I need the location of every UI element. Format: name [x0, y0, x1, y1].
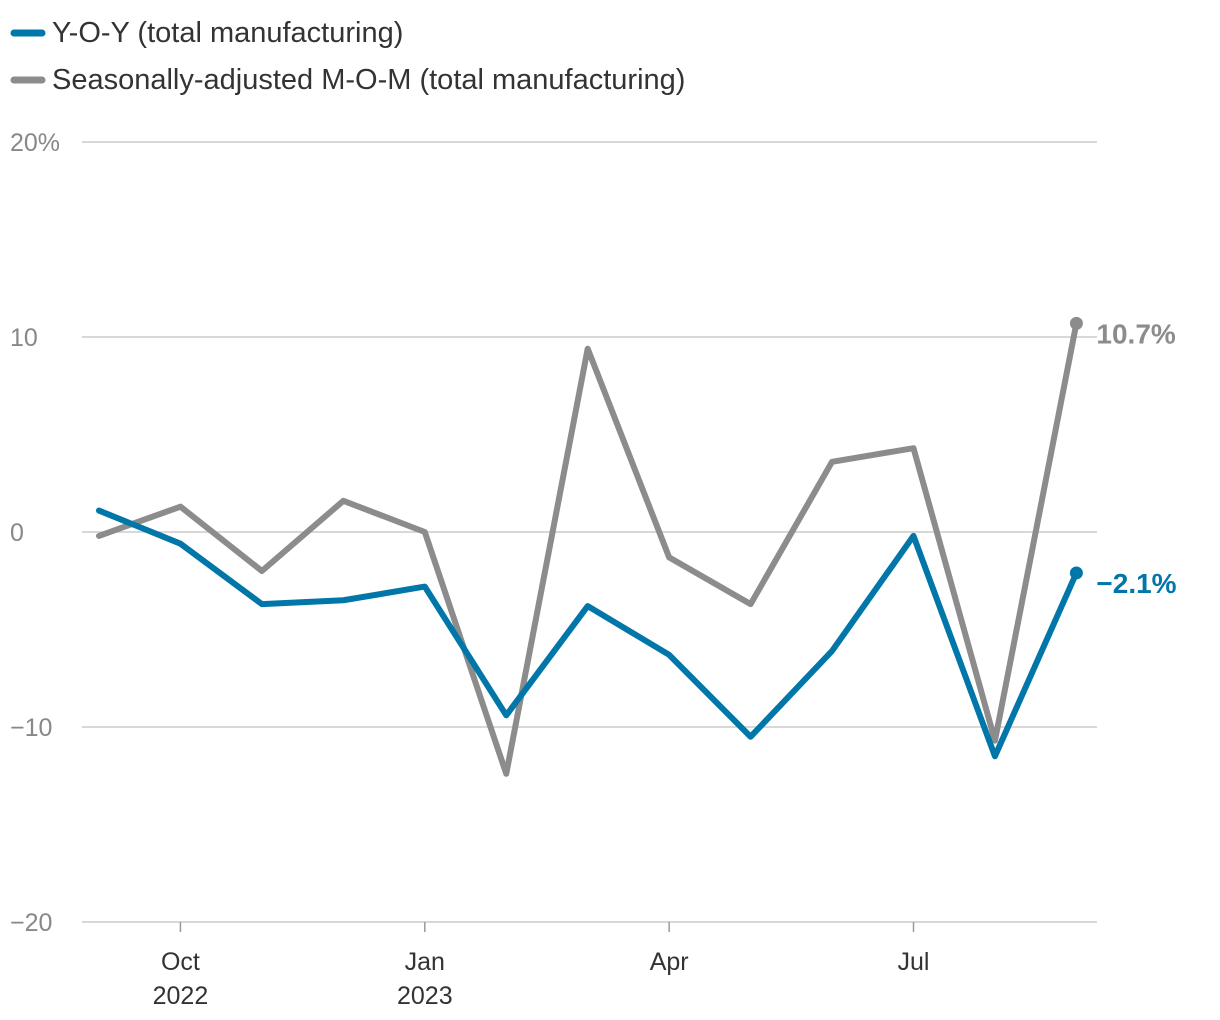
- legend: Y-O-Y (total manufacturing) Seasonally-a…: [10, 17, 685, 96]
- x-tick-label: Oct: [161, 948, 200, 976]
- end-label-mom: 10.7%: [1096, 318, 1175, 349]
- y-tick-label: −20: [10, 909, 52, 937]
- x-tick-label: Apr: [650, 948, 689, 976]
- legend-label-mom: Seasonally-adjusted M-O-M (total manufac…: [52, 64, 685, 96]
- end-point-yoy: [1069, 566, 1083, 580]
- y-tick-label: 0: [10, 519, 24, 547]
- series-line-yoy: [96, 507, 1080, 760]
- x-tick-year-label: 2023: [397, 982, 453, 1010]
- x-tick-label: Jan: [405, 948, 445, 976]
- end-label-yoy: −2.1%: [1096, 568, 1176, 599]
- y-tick-label: −10: [10, 714, 52, 742]
- y-tick-label: 10: [10, 324, 38, 352]
- x-axis-ticks: Oct 2022 Jan 2023 Apr Jul: [153, 922, 930, 1010]
- x-tick-year-label: 2022: [153, 982, 209, 1010]
- series-line-mom: [96, 320, 1080, 777]
- y-axis-ticks: 20% 10 0 −10 −20: [10, 129, 60, 937]
- x-tick-label: Jul: [898, 948, 930, 976]
- legend-label-yoy: Y-O-Y (total manufacturing): [52, 17, 403, 49]
- gridlines: [82, 141, 1097, 923]
- end-point-mom: [1069, 316, 1083, 330]
- y-tick-label: 20%: [10, 129, 60, 157]
- series-lines: 10.7% −2.1%: [96, 316, 1177, 777]
